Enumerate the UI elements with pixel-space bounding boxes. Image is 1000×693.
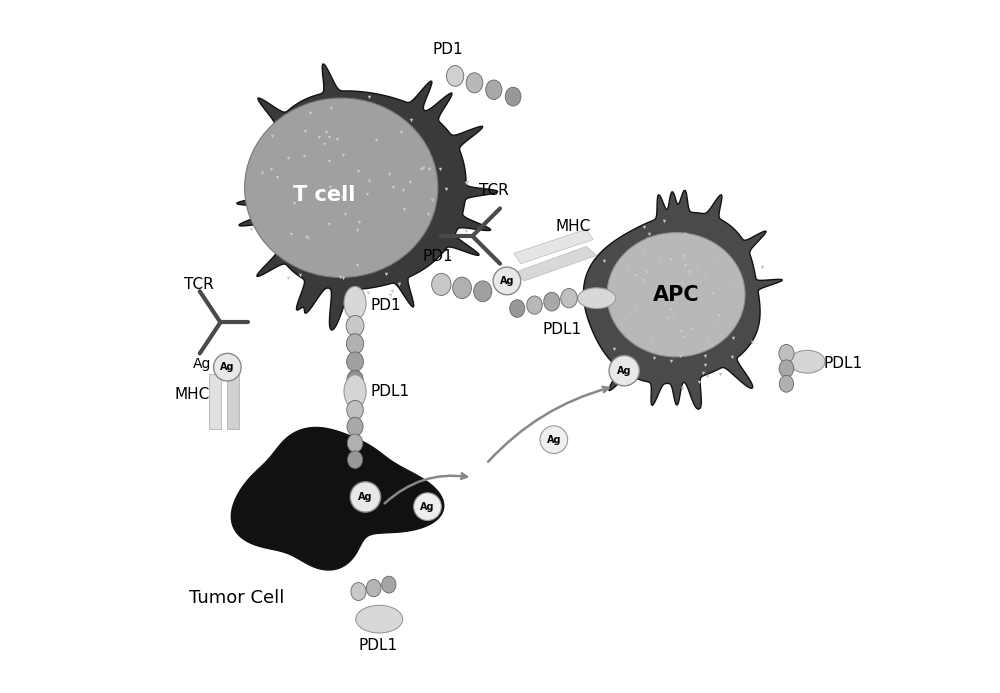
- Ellipse shape: [356, 605, 403, 633]
- Circle shape: [609, 356, 639, 386]
- Text: PDL1: PDL1: [358, 638, 397, 653]
- Ellipse shape: [347, 370, 363, 389]
- Text: APC: APC: [653, 285, 699, 305]
- Ellipse shape: [366, 579, 381, 597]
- Ellipse shape: [447, 66, 464, 87]
- Polygon shape: [514, 229, 593, 263]
- Polygon shape: [209, 374, 221, 430]
- Polygon shape: [583, 191, 782, 409]
- Ellipse shape: [779, 344, 794, 362]
- Ellipse shape: [344, 286, 366, 319]
- Text: PD1: PD1: [423, 249, 453, 263]
- Ellipse shape: [486, 80, 502, 100]
- Ellipse shape: [348, 451, 363, 468]
- Ellipse shape: [505, 87, 521, 106]
- Polygon shape: [514, 247, 597, 281]
- Ellipse shape: [578, 288, 616, 308]
- Ellipse shape: [544, 292, 560, 311]
- Text: Ag: Ag: [547, 435, 561, 445]
- Ellipse shape: [779, 376, 794, 392]
- Ellipse shape: [432, 273, 451, 295]
- Ellipse shape: [347, 401, 363, 420]
- Circle shape: [540, 426, 568, 453]
- Text: TCR: TCR: [184, 277, 214, 292]
- Text: PD1: PD1: [433, 42, 464, 57]
- Text: Ag: Ag: [358, 492, 373, 502]
- Text: PDL1: PDL1: [370, 384, 409, 399]
- Circle shape: [350, 482, 381, 512]
- Ellipse shape: [561, 288, 577, 308]
- Ellipse shape: [382, 576, 396, 593]
- Ellipse shape: [346, 334, 364, 354]
- Ellipse shape: [607, 233, 745, 357]
- Ellipse shape: [527, 296, 542, 314]
- Ellipse shape: [474, 281, 492, 301]
- Ellipse shape: [245, 98, 438, 277]
- Text: Ag: Ag: [220, 362, 235, 372]
- Text: PD1: PD1: [370, 297, 401, 313]
- Text: Tumor Cell: Tumor Cell: [189, 590, 285, 608]
- Ellipse shape: [351, 583, 366, 601]
- Text: PDL1: PDL1: [823, 356, 862, 371]
- Polygon shape: [227, 374, 239, 430]
- Ellipse shape: [789, 350, 825, 373]
- Text: MHC: MHC: [175, 387, 210, 403]
- Ellipse shape: [347, 352, 363, 371]
- Text: Ag: Ag: [500, 276, 514, 286]
- Circle shape: [214, 353, 241, 381]
- Text: PDL1: PDL1: [543, 322, 582, 337]
- Text: Ag: Ag: [420, 502, 435, 511]
- Ellipse shape: [347, 434, 363, 453]
- Circle shape: [414, 493, 441, 520]
- Ellipse shape: [346, 315, 364, 336]
- Ellipse shape: [453, 277, 471, 299]
- Circle shape: [493, 267, 521, 295]
- Text: T cell: T cell: [293, 184, 355, 204]
- Text: TCR: TCR: [479, 183, 509, 198]
- Text: MHC: MHC: [555, 219, 590, 234]
- Text: Ag: Ag: [193, 357, 211, 371]
- Ellipse shape: [344, 375, 366, 408]
- Ellipse shape: [466, 73, 483, 93]
- Text: Ag: Ag: [617, 366, 631, 376]
- Polygon shape: [231, 428, 444, 570]
- Polygon shape: [237, 64, 498, 330]
- Ellipse shape: [347, 417, 363, 436]
- Ellipse shape: [779, 360, 794, 377]
- Ellipse shape: [510, 300, 525, 317]
